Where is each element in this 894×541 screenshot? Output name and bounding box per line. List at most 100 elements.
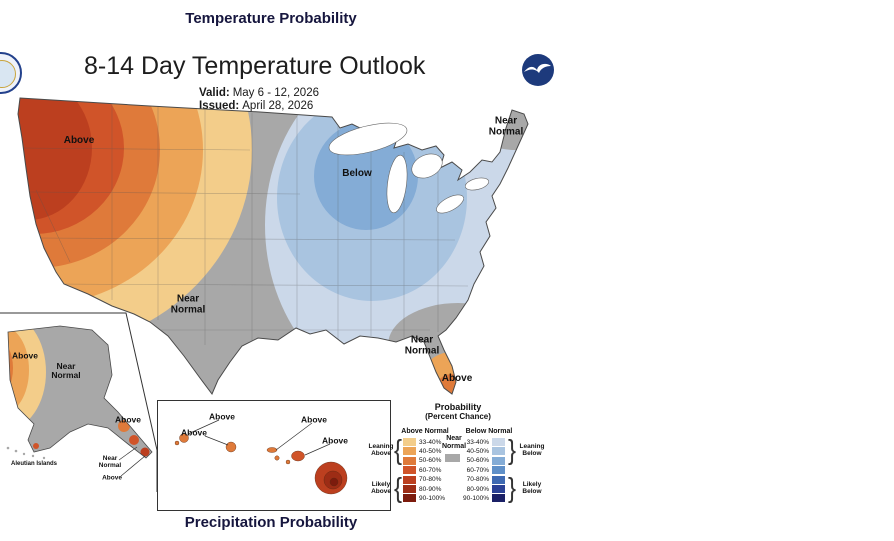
label-alaska-west-above: Above <box>12 350 38 361</box>
legend: Probability (Percent Chance) Above Norma… <box>369 402 570 514</box>
legend-subtitle: (Percent Chance) <box>425 412 491 421</box>
label-alaska-se-near-normal: Near Normal <box>98 455 122 469</box>
legend-percent-label: 80-90% <box>466 485 489 493</box>
legend-below-row: 40-50% <box>459 447 505 456</box>
legend-below-row: 90-100% <box>459 494 505 503</box>
legend-percent-label: 40-50% <box>466 447 489 455</box>
legend-below-swatch <box>492 494 505 503</box>
hawaii-inset <box>157 400 391 511</box>
legend-above-swatch <box>403 494 416 503</box>
label-hawaii-above-4: Above <box>322 435 348 446</box>
issued-value: April 28, 2026 <box>242 100 314 112</box>
label-alaska-se-above: Above <box>102 474 122 482</box>
map-title: 8-14 Day Temperature Outlook <box>84 52 426 80</box>
island-hawaii-core <box>329 477 339 487</box>
lake-huron <box>411 153 443 179</box>
alaska-panhandle-above-3 <box>140 447 150 457</box>
legend-below-swatch <box>492 466 505 475</box>
legend-near-swatch <box>445 454 460 462</box>
legend-percent-label: 33-40% <box>466 438 489 446</box>
valid-label: Valid: <box>199 87 230 99</box>
legend-below-row: 33-40% <box>459 438 505 446</box>
alaska-south-above-spot <box>33 443 39 449</box>
legend-below-swatch <box>492 475 505 484</box>
legend-percent-label: 70-80% <box>466 476 489 484</box>
northeast-near-normal-region <box>461 98 528 150</box>
alaska-leader-lines <box>118 446 146 477</box>
legend-above-row: 90-100% <box>403 494 446 503</box>
legend-brace-leaning-below: } <box>508 434 517 466</box>
above-band-5 <box>18 98 92 220</box>
legend-below-row: 80-90% <box>459 485 505 493</box>
legend-above-swatch <box>403 475 416 484</box>
great-lakes <box>328 122 490 214</box>
label-aleutian-islands: Aleutian Islands <box>10 460 58 467</box>
legend-above-swatch <box>403 466 416 475</box>
alaska-panhandle-above-2 <box>129 435 139 445</box>
legend-percent-label: 60-70% <box>466 466 489 474</box>
legend-below-row: 50-60% <box>459 456 505 465</box>
label-florida-above: Above <box>441 372 473 384</box>
legend-above-swatch <box>403 447 416 456</box>
legend-above-swatch <box>403 485 416 493</box>
hawaii-inset-border <box>157 400 391 511</box>
label-southeast-near-normal: Near Normal <box>404 334 440 356</box>
island-kauai <box>179 433 189 443</box>
island-molokai <box>266 447 278 453</box>
legend-likely-above-label: Likely Above <box>371 480 391 496</box>
valid-value: May 6 - 12, 2026 <box>232 87 319 99</box>
legend-above-swatch <box>403 438 416 446</box>
alaska-above-band-2 <box>8 326 29 414</box>
state-borders <box>19 104 469 350</box>
legend-brace-likely-above: { <box>394 472 403 504</box>
alaska-inset <box>0 312 158 492</box>
temperature-probability-link[interactable]: Temperature Probability <box>185 10 357 27</box>
label-midwest-below: Below <box>342 167 372 179</box>
island-lanai <box>274 455 280 461</box>
legend-percent-label: 90-100% <box>419 494 446 502</box>
legend-below-swatch <box>492 456 505 465</box>
label-northeast-near-normal: Near Normal <box>488 115 524 137</box>
us-outline <box>17 97 529 395</box>
lake-superior <box>328 122 408 156</box>
noaa-gull-icon <box>524 63 551 73</box>
legend-likely-below-label: Likely Below <box>522 480 542 496</box>
noaa-seal-icon <box>522 54 554 86</box>
legend-percent-label: 33-40% <box>419 438 442 446</box>
legend-percent-label: 50-60% <box>419 457 442 465</box>
label-hawaii-above-2: Above <box>181 427 207 438</box>
legend-above-row: 80-90% <box>403 485 441 493</box>
legend-percent-label: 70-80% <box>419 476 442 484</box>
hawaii-islands <box>174 433 348 495</box>
legend-title: Probability <box>434 402 482 412</box>
legend-below-swatch <box>492 485 505 493</box>
noaa-logo <box>522 54 554 86</box>
legend-above-row: 50-60% <box>403 456 442 465</box>
legend-brace-leaning-above: { <box>394 434 403 466</box>
aleutian-chain <box>6 446 46 460</box>
label-northwest-above: Above <box>63 134 95 146</box>
label-plains-near-normal: Near Normal <box>170 293 206 315</box>
legend-brace-likely-below: } <box>508 472 517 504</box>
valid-line: Valid: May 6 - 12, 2026 <box>199 87 319 99</box>
legend-percent-label: 50-60% <box>466 457 489 465</box>
island-niihau <box>174 440 180 446</box>
island-maui <box>291 450 305 462</box>
precipitation-probability-link[interactable]: Precipitation Probability <box>184 514 358 531</box>
legend-percent-label: 40-50% <box>419 447 442 455</box>
hawaii-leader-lines <box>187 419 331 456</box>
legend-above-row: 60-70% <box>403 466 441 475</box>
legend-below-row: 60-70% <box>459 466 505 475</box>
lake-erie <box>436 194 464 214</box>
legend-above-swatch <box>403 456 416 465</box>
lake-michigan <box>386 154 408 214</box>
alaska-above-band-1 <box>8 326 46 430</box>
legend-above-header: Above Normal <box>401 428 449 435</box>
island-oahu <box>225 441 237 453</box>
legend-above-row: 70-80% <box>403 475 442 484</box>
label-alaska-near-normal: Near Normal <box>51 361 81 380</box>
legend-above-row: 40-50% <box>403 447 442 456</box>
alaska-outline <box>7 325 153 459</box>
legend-below-header: Below Normal <box>465 428 513 435</box>
